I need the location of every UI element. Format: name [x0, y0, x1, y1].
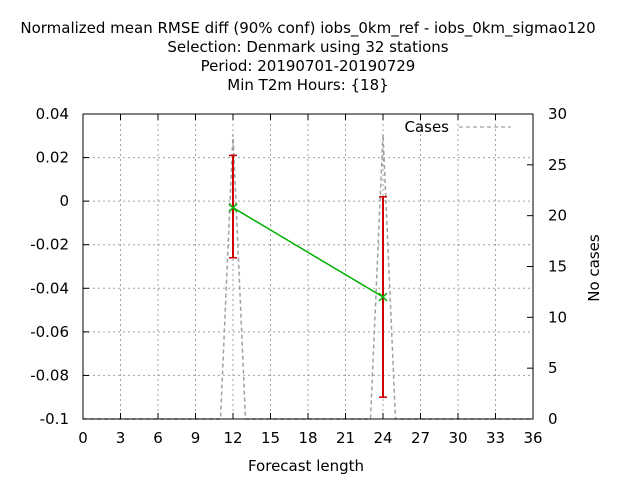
x-tick-label: 9 — [191, 429, 201, 447]
x-tick-label: 24 — [373, 429, 392, 447]
title-line-4: Min T2m Hours: {18} — [227, 76, 388, 94]
y2-tick-label: 25 — [548, 156, 567, 174]
title-line-3: Period: 20190701-20190729 — [201, 57, 416, 75]
title-line-2: Selection: Denmark using 32 stations — [167, 38, 448, 56]
rmse-diff-line — [232, 207, 384, 298]
x-tick-label: 21 — [336, 429, 355, 447]
rmse-diff-series — [228, 154, 388, 398]
y-tick-label: -0.08 — [30, 366, 69, 384]
y2-tick-label: 10 — [548, 308, 567, 326]
y2-axis: 30 25 20 15 10 5 0 — [527, 105, 567, 428]
grid — [83, 114, 533, 419]
x-tick-label: 15 — [261, 429, 280, 447]
y-tick-label: 0.02 — [36, 149, 69, 167]
y2-tick-label: 0 — [548, 410, 558, 428]
x-tick-label: 27 — [411, 429, 430, 447]
y2-tick-label: 30 — [548, 105, 567, 123]
x-tick-label: 30 — [448, 429, 467, 447]
y2-axis-label: No cases — [585, 234, 603, 302]
data-point — [378, 292, 388, 302]
x-tick-label: 6 — [153, 429, 163, 447]
y2-tick-label: 15 — [548, 258, 567, 276]
y-tick-label: -0.04 — [30, 279, 69, 297]
y-tick-label: 0.04 — [36, 105, 69, 123]
x-tick-label: 0 — [78, 429, 88, 447]
y2-tick-label: 5 — [548, 359, 558, 377]
x-tick-label: 12 — [223, 429, 242, 447]
y-tick-label: -0.06 — [30, 323, 69, 341]
title-line-1: Normalized mean RMSE diff (90% conf) iob… — [20, 19, 595, 38]
x-axis-label: Forecast length — [248, 457, 364, 475]
y-tick-label: -0.02 — [30, 236, 69, 254]
y-axis: 0.04 0.02 0 -0.02 -0.04 -0.06 -0.08 -0.1 — [30, 105, 89, 428]
x-tick-label: 36 — [523, 429, 542, 447]
x-tick-label: 3 — [116, 429, 126, 447]
y-tick-label: -0.1 — [40, 410, 69, 428]
x-axis: 0 3 6 9 12 15 18 21 24 27 30 33 36 — [78, 114, 543, 447]
cases-series — [83, 134, 533, 420]
data-point — [228, 203, 238, 213]
legend: Cases — [404, 118, 511, 136]
x-tick-label: 18 — [298, 429, 317, 447]
y2-tick-label: 20 — [548, 207, 567, 225]
x-tick-label: 33 — [486, 429, 505, 447]
cases-line — [83, 134, 533, 420]
y-tick-label: 0 — [59, 192, 69, 210]
chart-title: Normalized mean RMSE diff (90% conf) iob… — [20, 19, 595, 94]
legend-label-cases: Cases — [404, 118, 449, 136]
